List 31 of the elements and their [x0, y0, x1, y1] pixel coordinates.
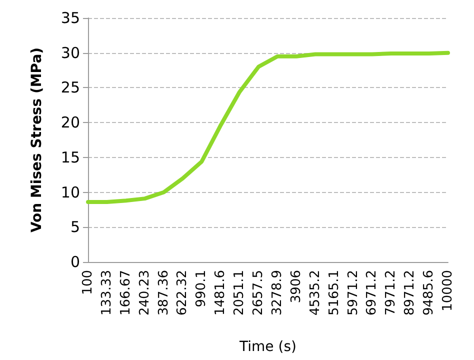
- x-tick-label: 2657.5: [251, 270, 266, 316]
- x-tick-label: 166.67: [118, 270, 134, 316]
- x-tick-label: 3278.9: [270, 270, 285, 316]
- x-tick-label: 622.32: [175, 270, 190, 316]
- x-tick-label: 2051.1: [232, 270, 248, 316]
- x-tick-label: 4535.2: [308, 270, 323, 316]
- y-tick-label: 20: [60, 114, 80, 132]
- x-tick-label: 100: [80, 270, 96, 295]
- x-tick-label: 6971.2: [364, 270, 380, 316]
- y-axis-title: Von Mises Stress (MPa): [29, 47, 45, 233]
- x-tick-label: 133.33: [99, 270, 114, 316]
- x-tick-label: 3906: [288, 270, 304, 304]
- x-tick-label: 9485.6: [422, 270, 437, 316]
- x-tick-label: 5165.1: [326, 270, 342, 316]
- x-tick-label: 990.1: [194, 270, 210, 308]
- x-tick-label: 8971.2: [402, 270, 418, 316]
- y-tick-label: 30: [60, 44, 80, 62]
- y-tick-label: 10: [60, 183, 80, 202]
- y-tick-label: 15: [60, 148, 80, 166]
- x-tick-label: 387.36: [156, 270, 172, 316]
- line-series: [86, 50, 450, 204]
- x-axis-title: Time (s): [238, 339, 296, 355]
- x-tick-label: 1481.6: [213, 270, 228, 316]
- x-tick-label: 7971.2: [384, 270, 399, 316]
- x-tick-label: 240.23: [137, 270, 152, 316]
- y-tick-label: 0: [70, 253, 80, 271]
- x-tick-label: 10000: [440, 270, 456, 312]
- y-tick-label: 35: [60, 9, 80, 27]
- y-tick-label: 5: [70, 218, 80, 236]
- x-tick-label: 5971.2: [346, 270, 361, 316]
- y-tick-label: 25: [60, 78, 80, 97]
